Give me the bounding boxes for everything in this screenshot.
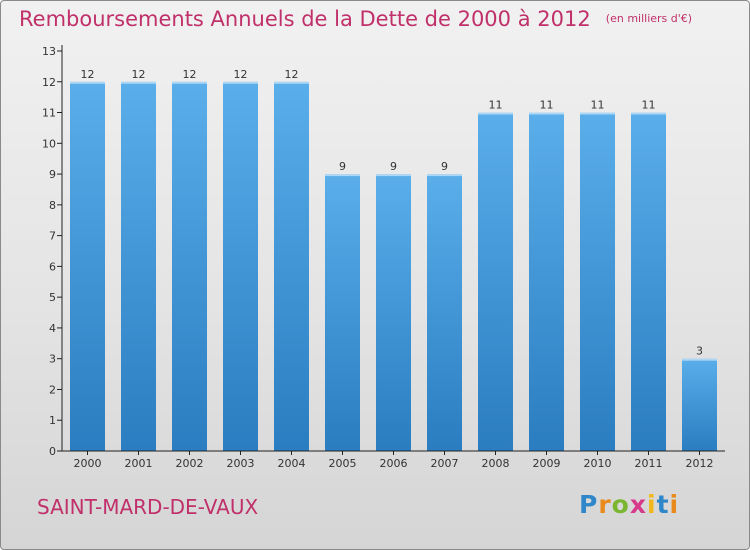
bar-value-label: 9 bbox=[339, 160, 346, 173]
y-tick-label: 12 bbox=[42, 76, 56, 89]
x-tick-label: 2006 bbox=[380, 457, 408, 470]
bar bbox=[274, 81, 309, 452]
x-tick-label: 2001 bbox=[125, 457, 153, 470]
bar-value-label: 11 bbox=[591, 99, 605, 112]
logo-letter: P bbox=[579, 490, 599, 519]
bar-value-label: 12 bbox=[234, 68, 248, 81]
y-tick-label: 7 bbox=[49, 230, 56, 243]
y-tick-label: 11 bbox=[42, 107, 56, 120]
logo-letter: t bbox=[656, 490, 670, 519]
y-tick-label: 0 bbox=[49, 445, 56, 458]
x-tick-label: 2007 bbox=[431, 457, 459, 470]
y-tick-label: 1 bbox=[49, 414, 56, 427]
x-tick-label: 2004 bbox=[278, 457, 306, 470]
bar-top-highlight bbox=[376, 174, 411, 177]
bar bbox=[70, 81, 105, 452]
y-tick-label: 2 bbox=[49, 383, 56, 396]
commune-name: SAINT-MARD-DE-VAUX bbox=[37, 495, 259, 519]
y-tick-label: 4 bbox=[49, 322, 56, 335]
bar bbox=[172, 81, 207, 452]
bar bbox=[121, 81, 156, 452]
bar-top-highlight bbox=[427, 174, 462, 177]
logo-letter: i bbox=[669, 490, 680, 519]
bar-value-label: 12 bbox=[183, 68, 197, 81]
x-tick-label: 2009 bbox=[533, 457, 561, 470]
logo-letter: o bbox=[611, 490, 630, 519]
bar-value-label: 11 bbox=[489, 99, 503, 112]
bar-value-label: 11 bbox=[642, 99, 656, 112]
y-tick-label: 9 bbox=[49, 168, 56, 181]
bar-top-highlight bbox=[223, 81, 258, 84]
logo-letter: r bbox=[598, 490, 612, 519]
x-tick-label: 2010 bbox=[584, 457, 612, 470]
bar-top-highlight bbox=[682, 358, 717, 361]
y-tick-label: 5 bbox=[49, 291, 56, 304]
bar-value-label: 11 bbox=[540, 99, 554, 112]
bar bbox=[223, 81, 258, 452]
y-tick-label: 10 bbox=[42, 137, 56, 150]
bar-top-highlight bbox=[529, 112, 564, 115]
proxiti-logo: Proxiti bbox=[579, 490, 679, 519]
bar bbox=[580, 112, 615, 452]
chart-unit-note: (en milliers d'€) bbox=[605, 12, 693, 25]
chart-title: Remboursements Annuels de la Dette de 20… bbox=[19, 7, 591, 31]
bar-top-highlight bbox=[325, 174, 360, 177]
y-tick-label: 13 bbox=[42, 45, 56, 58]
bar-top-highlight bbox=[121, 81, 156, 84]
bar-top-highlight bbox=[580, 112, 615, 115]
bar bbox=[478, 112, 513, 452]
bar-value-label: 9 bbox=[441, 160, 448, 173]
bar-top-highlight bbox=[274, 81, 309, 84]
bar bbox=[427, 174, 462, 452]
logo-letter: x bbox=[629, 490, 647, 519]
x-axis: 2000 2001 2002 2003 2004 2005 2006 2007 2008 2009… bbox=[62, 450, 725, 470]
bar bbox=[631, 112, 666, 452]
chart-title-row: Remboursements Annuels de la Dette de 20… bbox=[19, 7, 692, 31]
bar-value-label: 3 bbox=[696, 345, 703, 358]
x-tick-label: 2000 bbox=[74, 457, 102, 470]
bar-value-label: 12 bbox=[132, 68, 146, 81]
x-tick-label: 2003 bbox=[227, 457, 255, 470]
x-tick-label: 2008 bbox=[482, 457, 510, 470]
logo-letter: i bbox=[647, 490, 657, 519]
bar-value-label: 12 bbox=[285, 68, 299, 81]
x-tick-label: 2011 bbox=[635, 457, 663, 470]
bar-top-highlight bbox=[70, 81, 105, 84]
bar bbox=[376, 174, 411, 452]
bar-top-highlight bbox=[478, 112, 513, 115]
bar-value-label: 12 bbox=[81, 68, 95, 81]
bar-value-label: 9 bbox=[390, 160, 397, 173]
bar-top-highlight bbox=[631, 112, 666, 115]
y-tick-label: 8 bbox=[49, 199, 56, 212]
x-tick-label: 2012 bbox=[686, 457, 714, 470]
y-tick-label: 6 bbox=[49, 260, 56, 273]
bar bbox=[325, 174, 360, 452]
bar bbox=[529, 112, 564, 452]
x-tick-label: 2005 bbox=[329, 457, 357, 470]
y-tick-label: 3 bbox=[49, 353, 56, 366]
bar-top-highlight bbox=[172, 81, 207, 84]
bar bbox=[682, 358, 717, 451]
bars: 12 12 12 12 12 9 9 9 11 11 11 11 3 bbox=[70, 68, 717, 452]
x-tick-label: 2002 bbox=[176, 457, 204, 470]
